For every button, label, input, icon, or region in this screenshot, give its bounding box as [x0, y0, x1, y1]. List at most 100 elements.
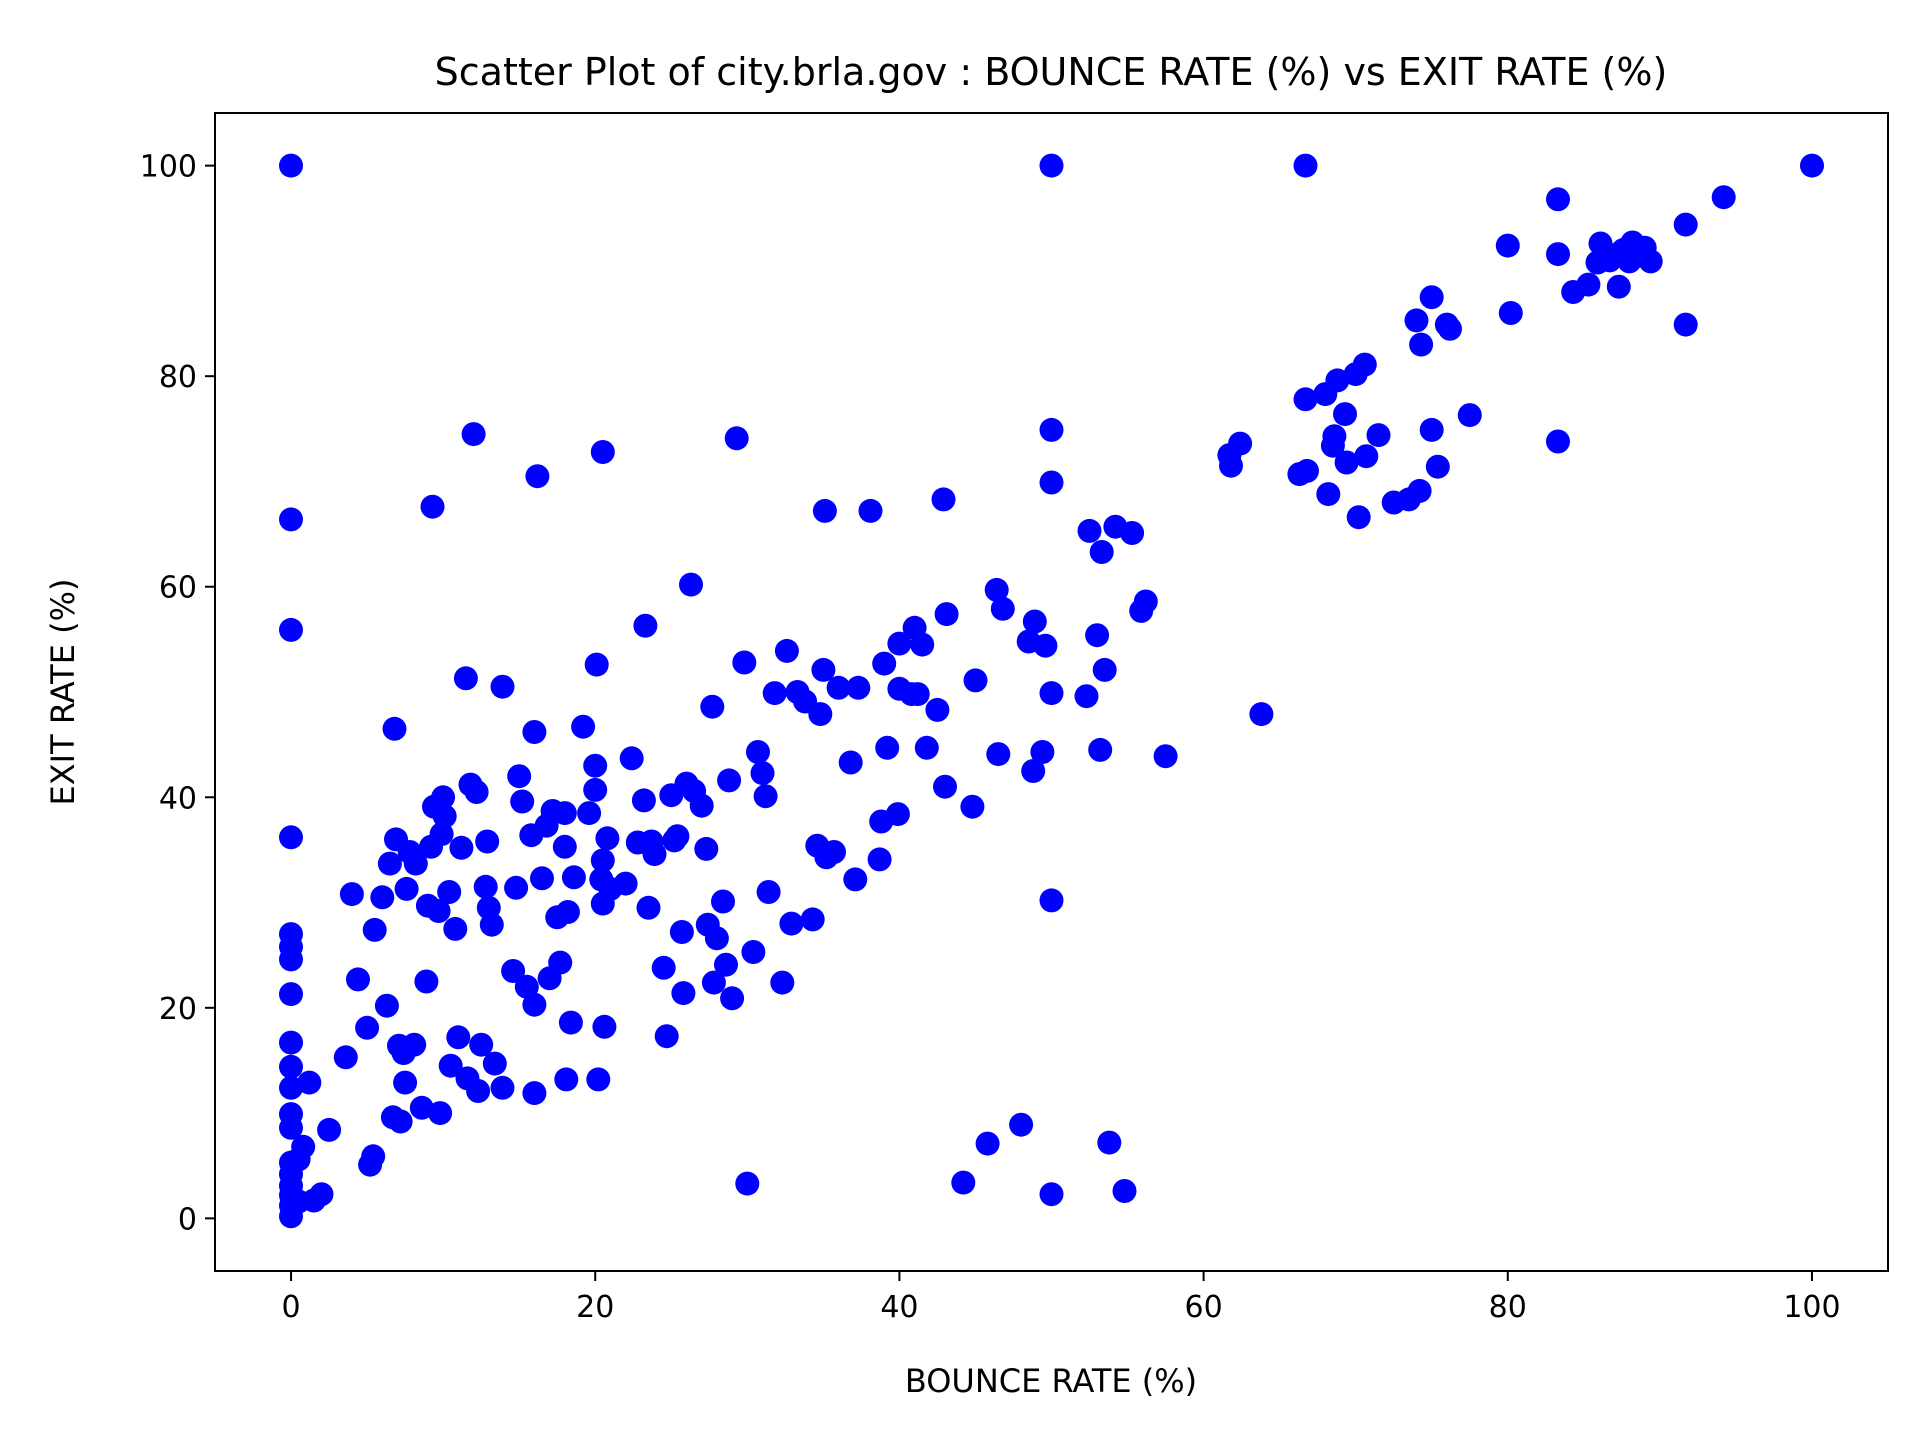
scatter-point [590, 848, 615, 873]
scatter-point [1366, 423, 1391, 448]
scatter-point [530, 866, 554, 891]
scatter-point [714, 952, 738, 977]
scatter-point [1120, 521, 1145, 545]
scatter-point [1112, 1179, 1137, 1203]
scatter-point [279, 507, 303, 532]
scatter-point [1097, 1130, 1122, 1155]
scatter-point [403, 851, 428, 876]
y-tick-label: 80 [159, 360, 197, 395]
x-axis-ticks: 0 20 40 60 80 100 [281, 1271, 1841, 1325]
scatter-point [522, 1081, 547, 1106]
scatter-point [914, 735, 939, 760]
scatter-point [746, 740, 770, 764]
scatter-point [1153, 744, 1178, 769]
scatter-point [1322, 424, 1347, 449]
scatter-point [669, 920, 694, 944]
scatter-point [382, 716, 407, 741]
scatter-point [279, 825, 303, 850]
scatter-point [552, 834, 577, 859]
scatter-point [986, 742, 1011, 767]
scatter-point [586, 1067, 611, 1092]
scatter-point [475, 829, 500, 854]
scatter-point [671, 981, 696, 1006]
scatter-point [934, 602, 959, 627]
scatter-point [469, 1032, 494, 1057]
scatter-point [875, 735, 900, 760]
scatter-point [762, 681, 787, 706]
scatter-point [679, 572, 703, 597]
scatter-point [1404, 308, 1429, 333]
y-tick-label: 60 [159, 571, 197, 606]
scatter-point [1457, 403, 1482, 428]
scatter-point [592, 1014, 617, 1039]
scatter-point [665, 824, 690, 849]
scatter-point [362, 917, 387, 942]
scatter-point [925, 697, 950, 722]
scatter-point [555, 900, 580, 924]
scatter-point [466, 1079, 491, 1103]
scatter-point [1030, 740, 1055, 764]
scatter-point [933, 774, 957, 799]
scatter-point [432, 804, 457, 829]
plot-frame [214, 112, 1889, 1272]
scatter-point [1419, 285, 1444, 310]
scatter-point [735, 1171, 760, 1196]
scatter-point [279, 1115, 303, 1140]
scatter-point [461, 422, 486, 447]
scatter-point [446, 1025, 471, 1050]
y-tick-label: 100 [140, 150, 197, 185]
scatter-point [1546, 429, 1570, 454]
scatter-point [756, 880, 781, 904]
scatter-point [770, 970, 795, 995]
scatter-point [584, 652, 609, 677]
scatter-point [420, 494, 445, 519]
scatter-point [577, 801, 602, 826]
scatter-point [732, 650, 757, 675]
scatter-point [631, 788, 656, 813]
scatter-point [1346, 505, 1371, 530]
scatter-point [409, 1095, 434, 1120]
scatter-point [1293, 387, 1318, 412]
scatter-point [1085, 623, 1110, 648]
scatter-point [514, 974, 539, 999]
scatter-point [437, 880, 462, 904]
scatter-point [724, 426, 749, 451]
scatter-point [317, 1117, 342, 1142]
scatter-point [812, 498, 837, 523]
scatter-point [694, 836, 719, 861]
scatter-point [1039, 681, 1064, 706]
scatter-point [1711, 185, 1736, 210]
scatter-point [654, 1024, 679, 1049]
scatter-point [583, 777, 608, 802]
scatter-point [843, 867, 868, 892]
scatter-point [1316, 482, 1341, 507]
scatter-point [1409, 332, 1434, 357]
scatter-point [1438, 316, 1462, 341]
scatter-point [443, 916, 468, 941]
scatter-point [522, 992, 547, 1017]
scatter-point [590, 440, 615, 464]
scatter-point [1352, 352, 1377, 377]
scatter-point [554, 1067, 579, 1092]
scatter-point [750, 761, 775, 786]
scatter-point [951, 1170, 976, 1195]
scatter-point [1546, 187, 1570, 212]
scatter-point [619, 746, 644, 771]
scatter-point [774, 638, 799, 663]
scatter-point [1673, 212, 1698, 237]
scatter-point [490, 674, 515, 699]
scatter-point [1576, 272, 1601, 297]
scatter-point [1498, 301, 1523, 325]
scatter-point [473, 874, 498, 899]
scatter-point [858, 498, 883, 523]
scatter-point [651, 955, 676, 980]
x-tick-label: 60 [1184, 1290, 1222, 1325]
scatter-point [1419, 417, 1444, 442]
scatter-point [1039, 470, 1064, 495]
scatter-point [479, 912, 504, 937]
scatter-point [1334, 450, 1359, 475]
scatter-point [279, 1030, 303, 1055]
scatter-point [613, 871, 638, 896]
scatter-point [1606, 274, 1631, 299]
scatter-point [279, 617, 303, 642]
